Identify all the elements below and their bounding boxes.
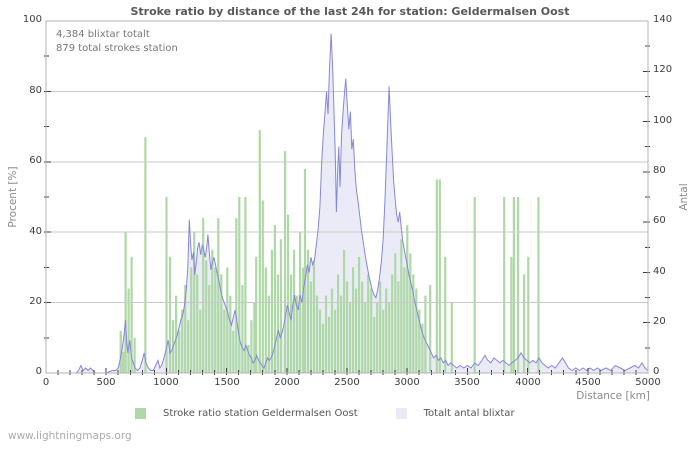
y-right-tick: 60 — [653, 215, 666, 226]
legend-item-total-strokes: Totalt antal blixtar — [395, 408, 515, 419]
x-tick: 1500 — [214, 377, 240, 388]
y-left-tick: 40 — [29, 226, 42, 237]
station-strokes-line: 879 total strokes station — [56, 42, 178, 54]
chart-title: Stroke ratio by distance of the last 24h… — [130, 5, 570, 18]
totals-annotation: 4,384 blixtar totalt 879 total strokes s… — [56, 28, 178, 55]
y-right-tick: 140 — [653, 14, 673, 25]
y-left-tick: 20 — [29, 296, 42, 307]
y-right-tick: 80 — [653, 165, 666, 176]
y-left-axis-label: Procent [%] — [7, 166, 19, 228]
y-right-tick: 100 — [653, 115, 673, 126]
x-tick: 2000 — [274, 377, 300, 388]
y-right-tick: 40 — [653, 266, 666, 277]
x-tick: 2500 — [334, 377, 360, 388]
legend-label: Totalt antal blixtar — [423, 408, 515, 419]
y-left-tick: 0 — [35, 366, 42, 377]
x-tick: 3000 — [394, 377, 420, 388]
total-strokes-line: 4,384 blixtar totalt — [56, 29, 150, 40]
x-tick: 1000 — [153, 377, 179, 388]
x-tick: 4500 — [575, 377, 601, 388]
y-left-tick: 80 — [29, 85, 42, 96]
x-tick: 3500 — [454, 377, 480, 388]
legend: Stroke ratio station Geldermalsen Oost T… — [135, 408, 515, 419]
y-right-tick: 20 — [653, 316, 666, 327]
site-credit: www.lightningmaps.org — [8, 430, 132, 442]
legend-label: Stroke ratio station Geldermalsen Oost — [163, 408, 358, 419]
x-tick: 5000 — [635, 377, 661, 388]
stroke-ratio-swatch — [135, 408, 146, 419]
legend-item-stroke-ratio: Stroke ratio station Geldermalsen Oost — [135, 408, 358, 419]
y-right-axis-label: Antal — [678, 183, 690, 211]
y-right-tick: 0 — [653, 366, 660, 377]
y-right-tick: 120 — [653, 64, 673, 75]
y-left-tick: 100 — [22, 14, 42, 25]
x-tick: 0 — [42, 377, 50, 388]
x-tick: 4000 — [515, 377, 541, 388]
x-tick: 500 — [96, 377, 116, 388]
total-strokes-swatch — [395, 408, 407, 419]
y-left-tick: 60 — [29, 155, 42, 166]
x-axis-label: Distance [km] — [576, 390, 650, 402]
